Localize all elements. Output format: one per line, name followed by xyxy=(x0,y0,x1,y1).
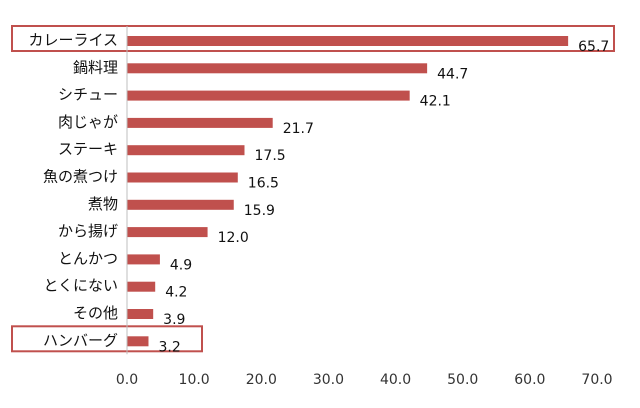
value-label: 15.9 xyxy=(244,203,275,219)
bar xyxy=(127,281,156,292)
category-label: とくにない xyxy=(43,277,118,295)
bar xyxy=(127,145,245,156)
value-label: 16.5 xyxy=(248,176,279,192)
x-tick-label: 60.0 xyxy=(514,372,545,388)
highlight-box xyxy=(11,25,615,52)
bar xyxy=(127,117,273,128)
value-label: 4.2 xyxy=(165,285,187,301)
highlight-box xyxy=(11,325,203,353)
bar xyxy=(127,172,238,183)
category-label: 肉じゃが xyxy=(58,113,118,131)
bar xyxy=(127,199,234,210)
value-labels: 65.7 44.7 42.1 21.7 17.5 16.5 15.9 12.0 4.9 4.2 3.… xyxy=(158,39,609,355)
category-label: 魚の煮つけ xyxy=(43,168,118,186)
bar xyxy=(127,36,569,46)
bar xyxy=(127,336,149,347)
x-tick-labels: 0.0 10.0 20.0 30.0 40.0 50.0 60.0 70.0 xyxy=(116,372,613,388)
value-label: 44.7 xyxy=(437,66,468,82)
category-label: カレーライス xyxy=(28,31,118,49)
value-label: 3.9 xyxy=(163,312,185,328)
x-tick-label: 70.0 xyxy=(581,372,612,388)
value-label: 21.7 xyxy=(283,121,314,137)
value-label: 17.5 xyxy=(255,148,286,164)
bar xyxy=(127,90,410,101)
category-label: 鍋料理 xyxy=(73,58,118,76)
x-tick-label: 10.0 xyxy=(179,372,210,388)
value-label: 65.7 xyxy=(578,39,609,55)
bar xyxy=(127,63,428,74)
category-label: シチュー xyxy=(58,86,118,104)
highlight-boxes xyxy=(11,25,615,353)
category-label: ステーキ xyxy=(58,140,118,158)
bar xyxy=(127,309,154,319)
x-tick-label: 0.0 xyxy=(116,372,138,388)
category-label: とんかつ xyxy=(58,249,118,267)
category-label: 煮物 xyxy=(88,195,118,213)
value-label: 4.9 xyxy=(170,257,192,273)
value-label: 12.0 xyxy=(218,230,249,246)
category-label: から揚げ xyxy=(58,222,118,240)
bars xyxy=(127,36,569,347)
value-label: 3.2 xyxy=(158,339,180,355)
x-tick-label: 50.0 xyxy=(447,372,478,388)
category-labels: カレーライス鍋料理シチュー肉じゃがステーキ魚の煮つけ煮物から揚げとんかつとくにな… xyxy=(28,31,118,349)
bar xyxy=(127,254,160,265)
category-label: その他 xyxy=(73,304,118,322)
category-label: ハンバーグ xyxy=(43,331,118,349)
x-tick-label: 20.0 xyxy=(246,372,277,388)
value-label: 42.1 xyxy=(420,94,451,110)
x-tick-label: 30.0 xyxy=(313,372,344,388)
x-tick-label: 40.0 xyxy=(380,372,411,388)
bar xyxy=(127,227,208,238)
